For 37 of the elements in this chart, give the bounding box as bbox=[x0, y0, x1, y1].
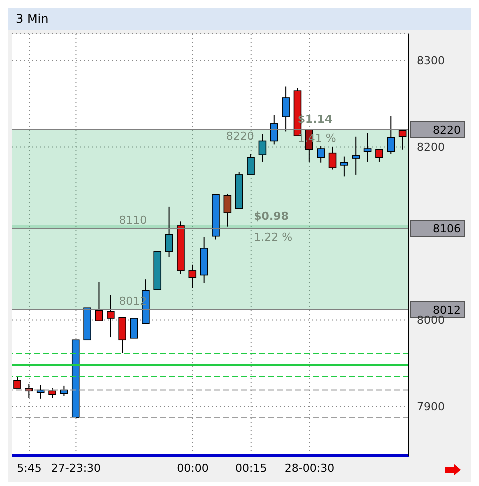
ref-line-label: 8012 bbox=[433, 304, 461, 317]
x-tick-label: 5:45 bbox=[17, 462, 42, 475]
annotation: $0.98 bbox=[254, 210, 289, 224]
candlestick bbox=[376, 149, 384, 162]
candlestick bbox=[317, 146, 325, 164]
candlestick bbox=[247, 154, 255, 176]
candlestick bbox=[107, 294, 115, 338]
candlestick bbox=[188, 264, 197, 289]
x-tick-label: 27-23:30 bbox=[51, 462, 102, 475]
candlestick bbox=[130, 318, 138, 339]
candlestick bbox=[340, 156, 348, 178]
annotation: 1.22 % bbox=[254, 231, 293, 244]
candlestick bbox=[258, 134, 267, 162]
candlestick bbox=[364, 132, 372, 162]
y-tick-label: 8200 bbox=[417, 141, 445, 154]
candlestick bbox=[352, 136, 360, 176]
candlestick bbox=[398, 130, 407, 150]
candlestick bbox=[328, 146, 337, 170]
candlestick bbox=[224, 193, 232, 228]
candlestick bbox=[14, 376, 22, 390]
annotation: 8220 bbox=[226, 130, 254, 144]
y-tick-label: 8300 bbox=[417, 54, 445, 68]
annotation: 8110 bbox=[119, 214, 148, 227]
candlestick bbox=[270, 114, 278, 146]
ref-line-label: 8220 bbox=[433, 124, 461, 137]
x-tick-label: 00:15 bbox=[236, 462, 268, 475]
candlestick bbox=[95, 282, 104, 322]
candlestick bbox=[282, 86, 290, 132]
ref-line-label: 8106 bbox=[433, 222, 461, 236]
candlestick bbox=[48, 388, 56, 399]
y-tick-label: 7900 bbox=[417, 400, 445, 414]
candlestick bbox=[118, 317, 126, 354]
candlestick bbox=[165, 206, 174, 258]
x-tick-label: 00:00 bbox=[177, 462, 209, 475]
x-tick-label: 28-00:30 bbox=[284, 462, 335, 475]
chart-title: 3 Min bbox=[8, 8, 471, 30]
candlestick bbox=[387, 116, 396, 155]
